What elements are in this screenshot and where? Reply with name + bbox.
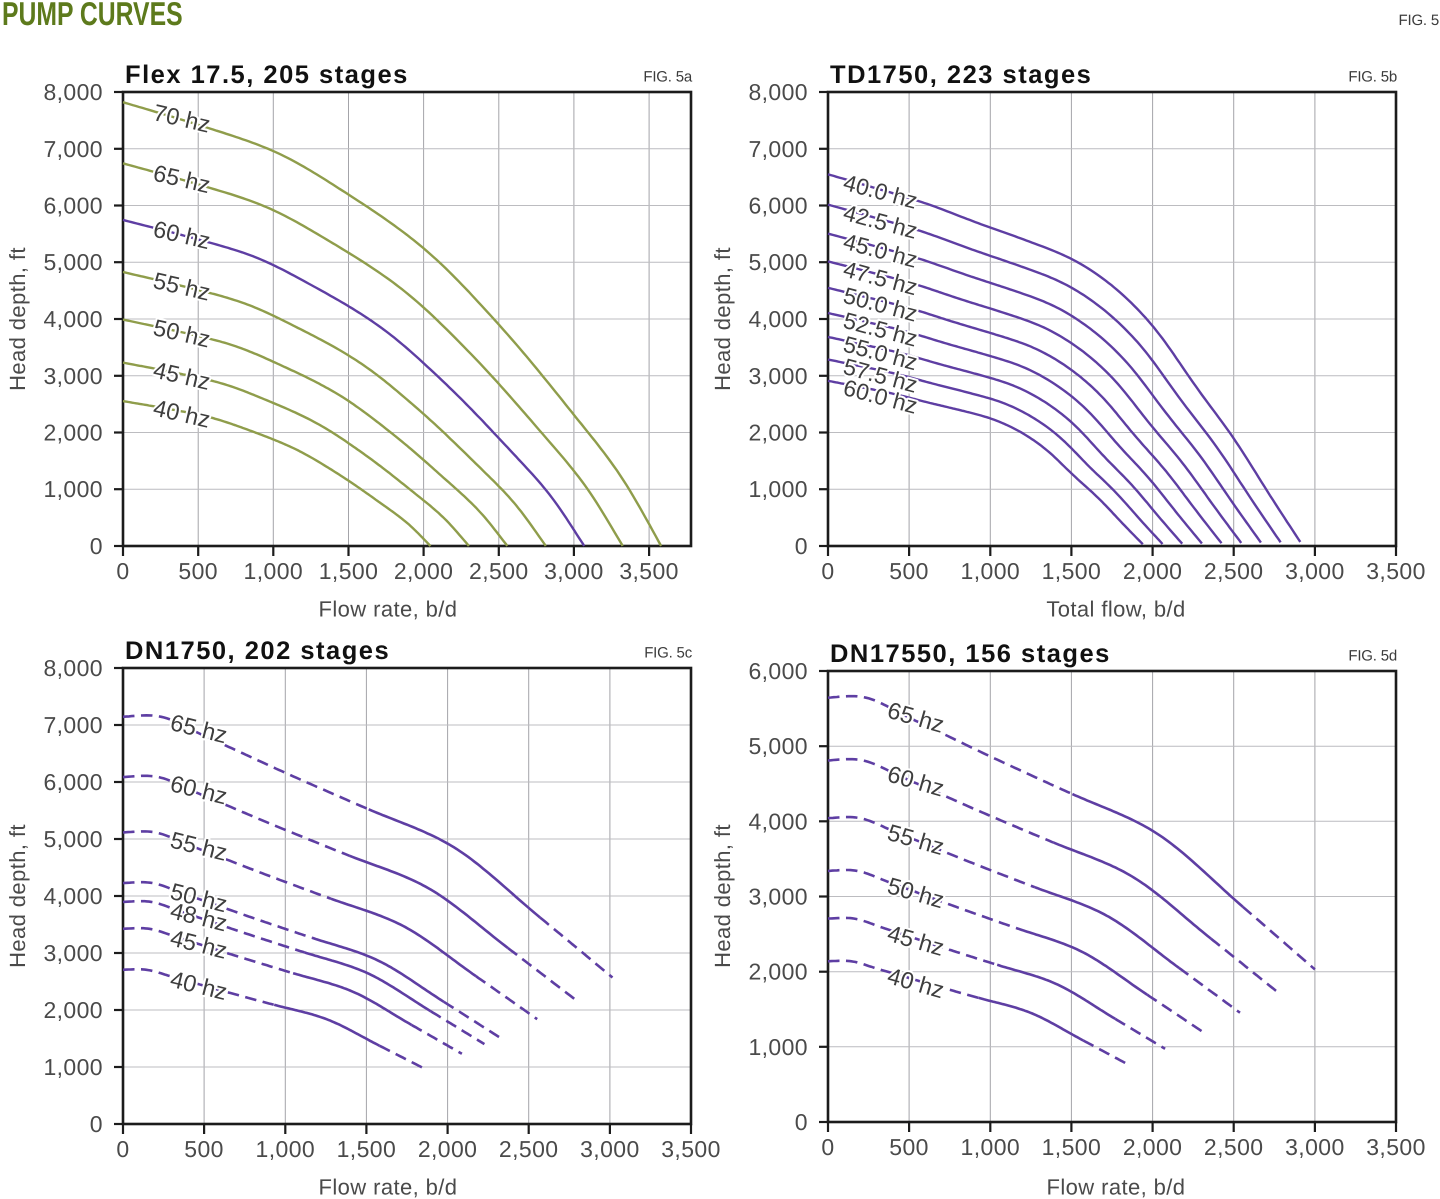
svg-text:1,500: 1,500 xyxy=(1042,1134,1102,1160)
svg-text:0: 0 xyxy=(795,1109,808,1135)
svg-text:1,000: 1,000 xyxy=(961,558,1021,584)
svg-text:6,000: 6,000 xyxy=(43,769,103,795)
svg-text:2,000: 2,000 xyxy=(418,1136,478,1162)
svg-text:500: 500 xyxy=(184,1136,224,1162)
svg-text:1,000: 1,000 xyxy=(748,476,808,502)
svg-text:3,000: 3,000 xyxy=(580,1136,640,1162)
svg-text:500: 500 xyxy=(889,558,929,584)
svg-text:8,000: 8,000 xyxy=(43,655,103,681)
svg-text:Head depth, ft: Head depth, ft xyxy=(5,247,30,391)
svg-text:1,000: 1,000 xyxy=(961,1134,1021,1160)
svg-text:3,000: 3,000 xyxy=(544,558,604,584)
svg-text:3,000: 3,000 xyxy=(1285,558,1345,584)
svg-text:8,000: 8,000 xyxy=(748,79,808,105)
svg-text:Head depth, ft: Head depth, ft xyxy=(5,824,30,968)
svg-text:1,500: 1,500 xyxy=(319,558,379,584)
svg-text:Head depth, ft: Head depth, ft xyxy=(710,824,735,968)
svg-text:6,000: 6,000 xyxy=(43,193,103,219)
svg-text:4,000: 4,000 xyxy=(43,883,103,909)
svg-text:PUMP CURVES: PUMP CURVES xyxy=(2,0,183,32)
svg-text:3,500: 3,500 xyxy=(619,558,679,584)
svg-text:3,000: 3,000 xyxy=(748,363,808,389)
svg-text:2,500: 2,500 xyxy=(1204,1134,1264,1160)
svg-text:0: 0 xyxy=(90,1111,103,1137)
svg-text:2,500: 2,500 xyxy=(469,558,529,584)
svg-text:0: 0 xyxy=(821,1134,834,1160)
svg-text:3,500: 3,500 xyxy=(661,1136,721,1162)
svg-text:7,000: 7,000 xyxy=(748,136,808,162)
svg-text:8,000: 8,000 xyxy=(43,79,103,105)
svg-text:1,000: 1,000 xyxy=(244,558,304,584)
svg-text:3,500: 3,500 xyxy=(1366,1134,1426,1160)
svg-text:500: 500 xyxy=(178,558,218,584)
svg-text:2,000: 2,000 xyxy=(43,997,103,1023)
svg-text:FIG. 5c: FIG. 5c xyxy=(644,645,692,662)
svg-text:Flow rate, b/d: Flow rate, b/d xyxy=(1047,1175,1186,1199)
svg-text:0: 0 xyxy=(90,533,103,559)
svg-text:2,000: 2,000 xyxy=(394,558,454,584)
svg-text:5,000: 5,000 xyxy=(43,826,103,852)
svg-text:FIG. 5: FIG. 5 xyxy=(1399,12,1439,29)
svg-text:3,000: 3,000 xyxy=(43,940,103,966)
svg-text:4,000: 4,000 xyxy=(748,808,808,834)
svg-text:TD1750, 223 stages: TD1750, 223 stages xyxy=(830,61,1092,89)
svg-text:2,500: 2,500 xyxy=(1204,558,1264,584)
svg-text:2,000: 2,000 xyxy=(1123,558,1183,584)
svg-text:3,500: 3,500 xyxy=(1366,558,1426,584)
svg-text:7,000: 7,000 xyxy=(43,712,103,738)
svg-text:DN1750, 202 stages: DN1750, 202 stages xyxy=(125,637,390,665)
svg-text:0: 0 xyxy=(821,558,834,584)
svg-text:Flow rate, b/d: Flow rate, b/d xyxy=(319,597,458,622)
svg-text:0: 0 xyxy=(795,533,808,559)
svg-text:DN17550, 156 stages: DN17550, 156 stages xyxy=(830,640,1111,668)
svg-text:5,000: 5,000 xyxy=(748,249,808,275)
svg-text:1,000: 1,000 xyxy=(43,1054,103,1080)
svg-text:5,000: 5,000 xyxy=(748,733,808,759)
svg-text:Total flow, b/d: Total flow, b/d xyxy=(1046,597,1185,622)
svg-text:1,500: 1,500 xyxy=(1042,558,1102,584)
svg-text:500: 500 xyxy=(889,1134,929,1160)
svg-text:FIG. 5a: FIG. 5a xyxy=(643,69,692,86)
svg-text:2,000: 2,000 xyxy=(748,959,808,985)
svg-text:2,000: 2,000 xyxy=(43,420,103,446)
svg-text:3,000: 3,000 xyxy=(43,363,103,389)
svg-text:Flow rate, b/d: Flow rate, b/d xyxy=(319,1175,458,1199)
svg-text:2,500: 2,500 xyxy=(499,1136,559,1162)
svg-text:6,000: 6,000 xyxy=(748,193,808,219)
svg-text:FIG. 5d: FIG. 5d xyxy=(1348,648,1397,665)
svg-text:0: 0 xyxy=(116,1136,129,1162)
svg-text:3,000: 3,000 xyxy=(1285,1134,1345,1160)
svg-text:1,000: 1,000 xyxy=(43,476,103,502)
svg-text:Head depth, ft: Head depth, ft xyxy=(710,247,735,391)
svg-text:6,000: 6,000 xyxy=(748,658,808,684)
svg-text:5,000: 5,000 xyxy=(43,249,103,275)
svg-text:FIG. 5b: FIG. 5b xyxy=(1348,69,1397,86)
svg-text:1,000: 1,000 xyxy=(256,1136,316,1162)
svg-text:1,000: 1,000 xyxy=(748,1034,808,1060)
svg-text:1,500: 1,500 xyxy=(337,1136,397,1162)
svg-text:Flex 17.5, 205 stages: Flex 17.5, 205 stages xyxy=(125,61,409,89)
svg-text:7,000: 7,000 xyxy=(43,136,103,162)
svg-text:0: 0 xyxy=(116,558,129,584)
svg-text:3,000: 3,000 xyxy=(748,884,808,910)
svg-text:2,000: 2,000 xyxy=(748,420,808,446)
svg-text:2,000: 2,000 xyxy=(1123,1134,1183,1160)
svg-text:4,000: 4,000 xyxy=(748,306,808,332)
svg-text:4,000: 4,000 xyxy=(43,306,103,332)
